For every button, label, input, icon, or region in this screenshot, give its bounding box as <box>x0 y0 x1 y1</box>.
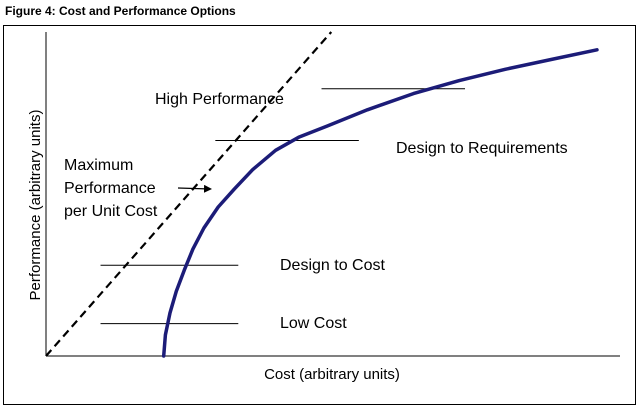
max-performance-per-unit-cost-line <box>45 31 333 357</box>
option-label-design-to-cost: Design to Cost <box>280 257 385 274</box>
annotation-arrow <box>177 184 212 193</box>
y-axis-label: Performance (arbitrary units) <box>27 110 44 301</box>
figure-title: Figure 4: Cost and Performance Options <box>5 4 236 18</box>
cost-performance-curve <box>161 48 599 358</box>
annotation-line-2: Performance <box>64 180 156 197</box>
chart-frame <box>3 25 636 405</box>
x-axis-label: Cost (arbitrary units) <box>264 366 400 383</box>
annotation-line-1: Maximum <box>64 157 133 174</box>
option-label-high-performance: High Performance <box>155 91 284 108</box>
option-label-design-to-requirements: Design to Requirements <box>396 140 568 157</box>
option-label-low-cost: Low Cost <box>280 315 347 332</box>
annotation-line-3: per Unit Cost <box>64 203 158 220</box>
